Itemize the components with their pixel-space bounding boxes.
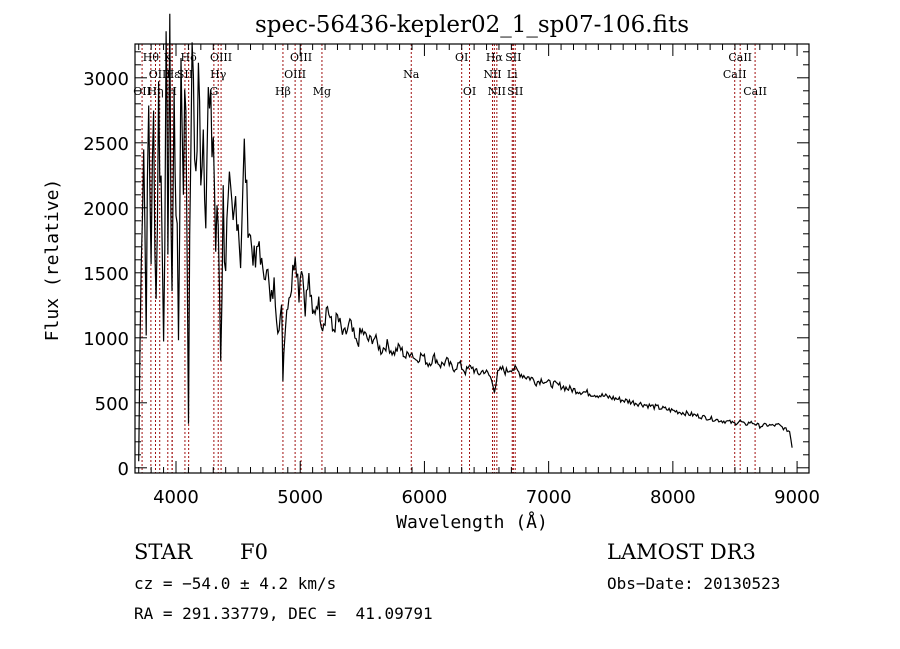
emission-line-label: OII <box>133 85 151 98</box>
y-tick-label: 1000 <box>83 329 129 350</box>
x-tick-label: 6000 <box>402 487 448 508</box>
emission-line-label: OI <box>463 85 476 98</box>
y-tick-label: 3000 <box>83 69 129 90</box>
y-tick-label: 0 <box>118 459 129 480</box>
x-axis: 4000 5000 6000 7000 8000 9000 <box>138 44 820 508</box>
emission-line-label: OIII <box>149 68 171 81</box>
emission-line-label: H <box>167 85 177 98</box>
emission-line-label: Mg <box>313 85 331 98</box>
emission-line-label: OI <box>455 51 468 64</box>
x-tick-label: 4000 <box>153 487 199 508</box>
y-tick-label: 2500 <box>83 134 129 155</box>
emission-line-label: OIII <box>284 68 306 81</box>
emission-line-label: CaII <box>728 51 752 64</box>
spectrum-line <box>138 13 793 462</box>
redshift-cz: cz = −54.0 ± 4.2 km/s <box>134 574 337 593</box>
emission-line-label: Hγ <box>210 68 227 81</box>
emission-line-label: NII <box>483 68 501 81</box>
emission-line-markers <box>141 44 756 473</box>
emission-line-label: SII <box>177 68 193 81</box>
emission-line-label: OIII <box>210 51 232 64</box>
x-tick-label: 5000 <box>277 487 323 508</box>
y-axis-label: Flux (relative) <box>42 179 63 342</box>
x-tick-label: 8000 <box>650 487 696 508</box>
x-axis-label: Wavelength (Å) <box>396 511 548 533</box>
y-tick-label: 500 <box>95 394 129 415</box>
emission-line-label: Hα <box>486 51 504 64</box>
object-subclass: F0 <box>240 540 268 564</box>
plot-frame <box>134 43 810 474</box>
emission-line-label: Hη <box>147 85 163 98</box>
obs-date: Obs−Date: 20130523 <box>607 574 781 593</box>
y-tick-label: 1500 <box>83 264 129 285</box>
chart-title: spec-56436-kepler02_1_sp07-106.fits <box>255 12 689 38</box>
emission-line-label: Li <box>507 68 518 81</box>
emission-line-label: Hε <box>165 68 181 81</box>
x-tick-label: 7000 <box>526 487 572 508</box>
y-tick-label: 2000 <box>83 199 129 220</box>
spectrum-series <box>138 13 793 462</box>
y-axis: 0 500 1000 1500 2000 2500 3000 <box>83 51 809 480</box>
emission-line-label: SII <box>505 51 521 64</box>
coordinates: RA = 291.33779, DEC = 41.09791 <box>134 604 433 623</box>
emission-line-label: K <box>164 51 173 64</box>
emission-line-label: Hβ <box>275 85 291 98</box>
emission-line-label: CaII <box>743 85 767 98</box>
emission-line-label: Hδ <box>181 51 198 64</box>
emission-line-label: G <box>209 85 218 98</box>
emission-line-label: CaII <box>723 68 747 81</box>
emission-line-label: Na <box>403 68 420 81</box>
emission-line-label: OIII <box>290 51 312 64</box>
emission-line-label: NII <box>488 85 506 98</box>
x-tick-label: 9000 <box>774 487 820 508</box>
emission-line-label: Hθ <box>143 51 160 64</box>
object-class: STAR <box>134 540 193 564</box>
survey-name: LAMOST DR3 <box>607 540 756 564</box>
emission-line-label: SII <box>507 85 523 98</box>
